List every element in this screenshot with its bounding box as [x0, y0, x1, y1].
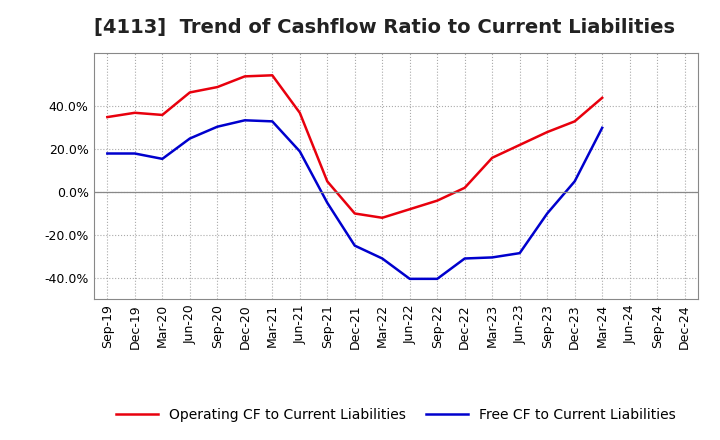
- Operating CF to Current Liabilities: [488, 155, 497, 161]
- Operating CF to Current Liabilities: [543, 129, 552, 135]
- Free CF to Current Liabilities: [240, 117, 249, 123]
- Operating CF to Current Liabilities: [378, 215, 387, 220]
- Text: [4113]  Trend of Cashflow Ratio to Current Liabilities: [4113] Trend of Cashflow Ratio to Curren…: [94, 18, 675, 37]
- Operating CF to Current Liabilities: [323, 179, 332, 184]
- Operating CF to Current Liabilities: [103, 114, 112, 120]
- Free CF to Current Liabilities: [323, 200, 332, 205]
- Free CF to Current Liabilities: [213, 124, 222, 129]
- Free CF to Current Liabilities: [433, 276, 441, 282]
- Operating CF to Current Liabilities: [351, 211, 359, 216]
- Free CF to Current Liabilities: [158, 156, 166, 161]
- Free CF to Current Liabilities: [543, 211, 552, 216]
- Operating CF to Current Liabilities: [405, 206, 414, 212]
- Free CF to Current Liabilities: [516, 250, 524, 256]
- Operating CF to Current Liabilities: [158, 112, 166, 117]
- Free CF to Current Liabilities: [460, 256, 469, 261]
- Operating CF to Current Liabilities: [295, 110, 304, 115]
- Operating CF to Current Liabilities: [213, 84, 222, 90]
- Free CF to Current Liabilities: [103, 151, 112, 156]
- Operating CF to Current Liabilities: [598, 95, 606, 100]
- Free CF to Current Liabilities: [295, 149, 304, 154]
- Free CF to Current Liabilities: [268, 119, 276, 124]
- Operating CF to Current Liabilities: [130, 110, 139, 115]
- Operating CF to Current Liabilities: [433, 198, 441, 203]
- Operating CF to Current Liabilities: [240, 74, 249, 79]
- Operating CF to Current Liabilities: [460, 185, 469, 191]
- Free CF to Current Liabilities: [598, 125, 606, 130]
- Operating CF to Current Liabilities: [516, 142, 524, 147]
- Free CF to Current Liabilities: [130, 151, 139, 156]
- Legend: Operating CF to Current Liabilities, Free CF to Current Liabilities: Operating CF to Current Liabilities, Fre…: [110, 403, 682, 428]
- Free CF to Current Liabilities: [351, 243, 359, 248]
- Operating CF to Current Liabilities: [268, 73, 276, 78]
- Free CF to Current Liabilities: [570, 179, 579, 184]
- Line: Free CF to Current Liabilities: Free CF to Current Liabilities: [107, 120, 602, 279]
- Free CF to Current Liabilities: [186, 136, 194, 141]
- Operating CF to Current Liabilities: [186, 90, 194, 95]
- Line: Operating CF to Current Liabilities: Operating CF to Current Liabilities: [107, 75, 602, 218]
- Operating CF to Current Liabilities: [570, 119, 579, 124]
- Free CF to Current Liabilities: [488, 255, 497, 260]
- Free CF to Current Liabilities: [405, 276, 414, 282]
- Free CF to Current Liabilities: [378, 256, 387, 261]
